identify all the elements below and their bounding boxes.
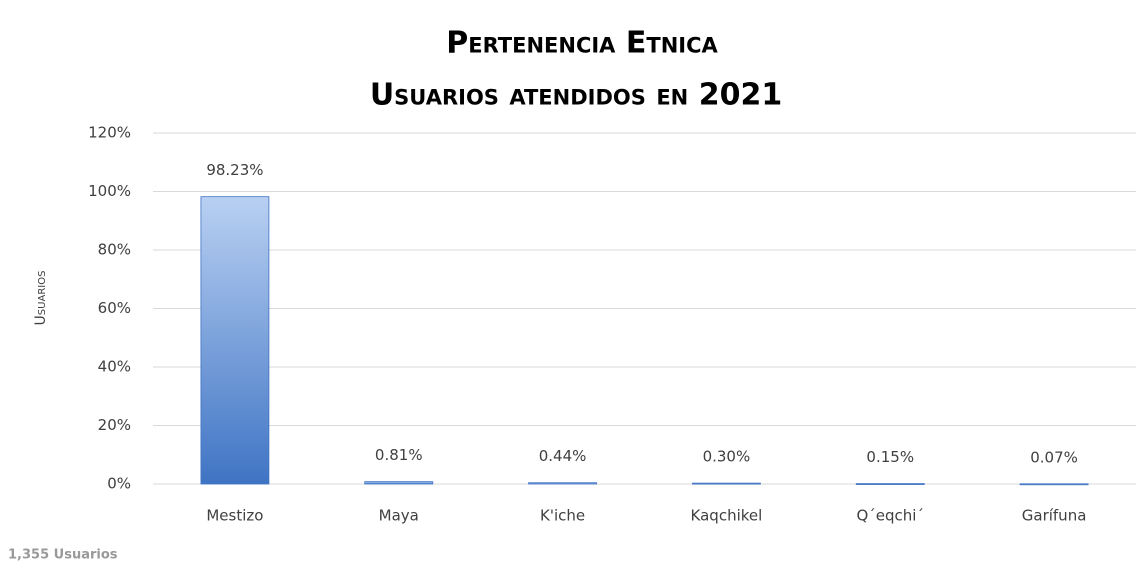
value-label: 0.44% (539, 447, 587, 465)
value-label: 0.30% (703, 448, 751, 466)
y-tick-label: 40% (98, 358, 131, 376)
bar (528, 482, 597, 485)
y-tick-label: 80% (98, 241, 131, 259)
value-label: 0.07% (1030, 448, 1078, 466)
bar (364, 481, 434, 485)
value-label: 0.15% (866, 448, 914, 466)
x-tick-label: Maya (379, 507, 419, 525)
bar (1019, 483, 1089, 486)
x-tick-label: K'iche (540, 507, 585, 525)
y-axis-label: Usuarios (33, 271, 49, 326)
chart-title: Pertenencia Etnica (446, 26, 718, 61)
x-tick-label: Q´eqchi´ (857, 507, 924, 525)
bar (692, 482, 761, 485)
value-label: 98.23% (206, 161, 263, 179)
y-tick-label: 100% (88, 182, 131, 200)
y-tick-label: 60% (98, 299, 131, 317)
footnote: 1,355 Usuarios (8, 548, 118, 563)
y-tick-label: 120% (88, 124, 131, 142)
value-label: 0.81% (375, 446, 423, 464)
x-tick-label: Mestizo (206, 507, 263, 525)
x-tick-label: Garífuna (1022, 507, 1087, 525)
y-tick-label: 20% (98, 416, 131, 434)
x-tick-label: Kaqchikel (691, 507, 763, 525)
chart-subtitle: Usuarios atendidos en 2021 (370, 78, 782, 113)
bar (855, 483, 925, 485)
y-tick-label: 0% (107, 475, 131, 493)
bar (200, 196, 270, 485)
